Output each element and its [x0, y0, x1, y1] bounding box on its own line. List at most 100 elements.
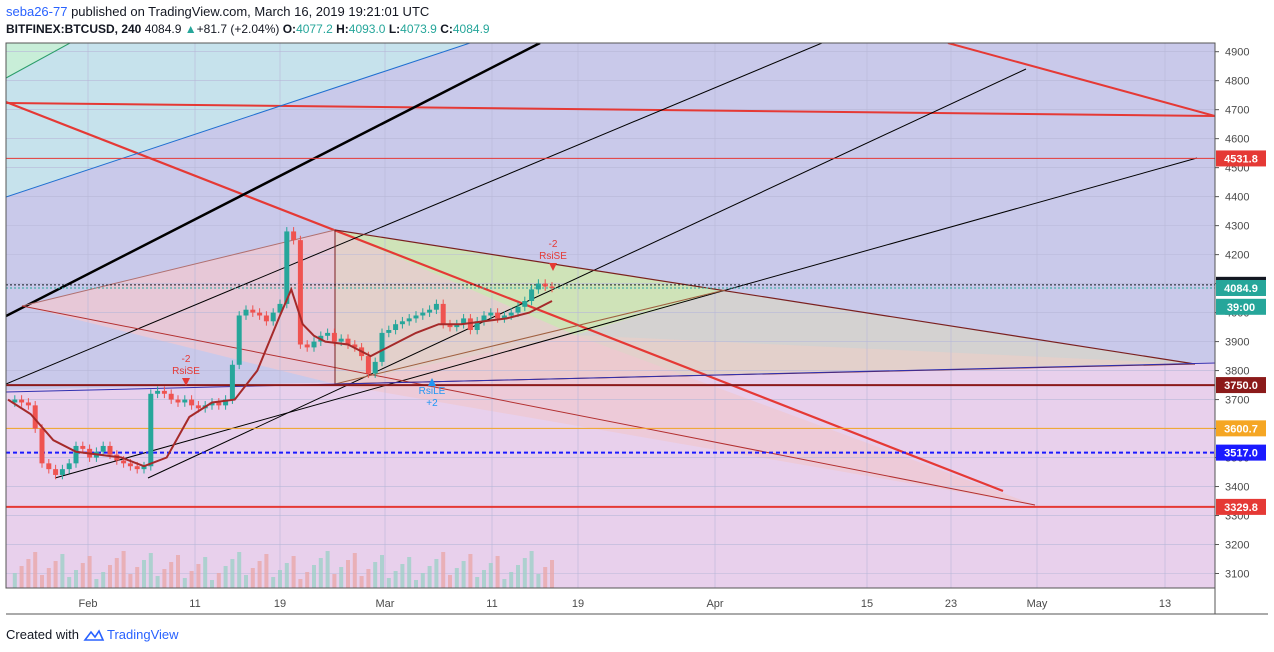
- last-price: 4084.9: [144, 22, 182, 36]
- y-tick-label: 3400: [1225, 482, 1249, 494]
- price-label: 3517.0: [1224, 448, 1258, 460]
- candle-body: [195, 405, 201, 409]
- blue-support-line[interactable]: [6, 362, 1215, 393]
- high-value: 4093.0: [348, 22, 386, 36]
- candle-body: [141, 466, 147, 470]
- symbol-label: BITFINEX:BTCUSD, 240: [6, 22, 142, 36]
- open-label: O:: [282, 22, 297, 36]
- volume-bar: [223, 566, 228, 588]
- tradingview-logo[interactable]: TradingView: [83, 627, 179, 642]
- signal-value: -2: [549, 239, 558, 250]
- candle-body: [542, 283, 548, 287]
- candle-body: [46, 463, 52, 470]
- candle-body: [331, 332, 337, 342]
- volume-bar: [237, 552, 242, 588]
- y-tick-label: 4400: [1225, 192, 1249, 204]
- sma-line[interactable]: [7, 286, 553, 468]
- x-tick-label: 11: [189, 598, 200, 610]
- candle-body: [168, 393, 174, 400]
- green-channel-line[interactable]: [6, 43, 71, 79]
- candle-body: [467, 318, 473, 330]
- triangle-mid[interactable]: [334, 289, 726, 385]
- candle-body: [549, 286, 555, 288]
- footer: Created with TradingView: [6, 627, 179, 642]
- volume-bar: [454, 568, 459, 588]
- volume-bar: [407, 557, 412, 588]
- candle-body: [433, 303, 439, 310]
- signal-value: +2: [426, 398, 438, 409]
- price-label-box: [1216, 498, 1266, 515]
- volume-bar: [509, 572, 514, 588]
- price-label: 4084.9: [1224, 283, 1258, 295]
- candle-body: [121, 460, 127, 464]
- author-link[interactable]: seba26-77: [6, 4, 68, 19]
- candle-body: [474, 321, 480, 330]
- price-label: 3600.7: [1224, 423, 1258, 435]
- candle-body: [32, 405, 38, 429]
- candle-body: [386, 329, 392, 333]
- volume-bar: [46, 568, 51, 588]
- volume-bar: [182, 578, 187, 588]
- volume-bar: [80, 563, 85, 588]
- tradingview-cloud-icon: [83, 628, 105, 641]
- candle-body: [229, 364, 235, 400]
- y-tick-label: 4900: [1225, 47, 1249, 59]
- candle-body: [352, 344, 358, 348]
- trendline-top-left[interactable]: [6, 102, 1215, 117]
- y-tick-label: 4700: [1225, 105, 1249, 117]
- candle-body: [39, 428, 45, 464]
- wedge-upper[interactable]: [21, 229, 336, 307]
- volume-bar: [482, 570, 486, 588]
- volume-bar: [346, 560, 350, 588]
- volume-bar: [373, 562, 378, 588]
- volume-bar: [325, 551, 330, 588]
- close-value: 4084.9: [452, 22, 490, 36]
- main-downtrend[interactable]: [6, 100, 1004, 493]
- candle-body: [522, 301, 528, 307]
- y-tick-label: 4600: [1225, 134, 1249, 146]
- volume-bar: [332, 574, 337, 588]
- candle-body: [66, 463, 72, 470]
- volume-bar: [427, 566, 432, 588]
- black-line-3[interactable]: [54, 157, 1198, 479]
- volume-bar: [19, 566, 24, 588]
- candle-body: [216, 402, 222, 406]
- candle-body: [53, 469, 59, 475]
- series-lines: [7, 286, 553, 468]
- header-published: seba26-77 published on TradingView.com, …: [6, 4, 429, 19]
- price-label-box: [1216, 150, 1266, 167]
- y-tick-label: 4200: [1225, 250, 1249, 262]
- candle-body: [291, 231, 297, 241]
- candle-body: [277, 303, 283, 313]
- black-line-2[interactable]: [147, 68, 1027, 479]
- x-tick-label: Mar: [376, 598, 395, 610]
- candle-body: [250, 309, 256, 313]
- volume-bar: [488, 563, 493, 588]
- price-label-box: [1216, 420, 1266, 437]
- wedge-lower[interactable]: [21, 305, 1036, 506]
- y-tick-label: 3200: [1225, 540, 1249, 552]
- x-tick-label: Apr: [706, 598, 723, 610]
- black-channel-top[interactable]: [6, 43, 541, 318]
- triangle-top[interactable]: [334, 229, 1196, 365]
- blue-channel-line[interactable]: [6, 43, 471, 198]
- candle-body: [189, 399, 195, 406]
- black-line-1[interactable]: [6, 43, 823, 385]
- candle-body: [297, 240, 303, 345]
- volume-bar: [244, 575, 248, 588]
- candle-body: [12, 399, 18, 403]
- low-label: L:: [388, 22, 401, 36]
- candle-body: [263, 315, 269, 322]
- trendline-top-right[interactable]: [947, 43, 1215, 117]
- up-arrow-icon: [428, 378, 436, 386]
- candle-body: [399, 321, 405, 325]
- volume-bar: [155, 576, 160, 588]
- volume-bar: [318, 558, 323, 588]
- open-value: 4077.2: [296, 22, 333, 36]
- candle-body: [420, 312, 426, 316]
- volume-bar: [468, 554, 473, 588]
- time-axis[interactable]: Feb 11 19 Mar 11 19 Apr 15 23 May 13: [79, 598, 1172, 610]
- tradingview-brand: TradingView: [106, 627, 179, 642]
- candle-body: [107, 445, 113, 455]
